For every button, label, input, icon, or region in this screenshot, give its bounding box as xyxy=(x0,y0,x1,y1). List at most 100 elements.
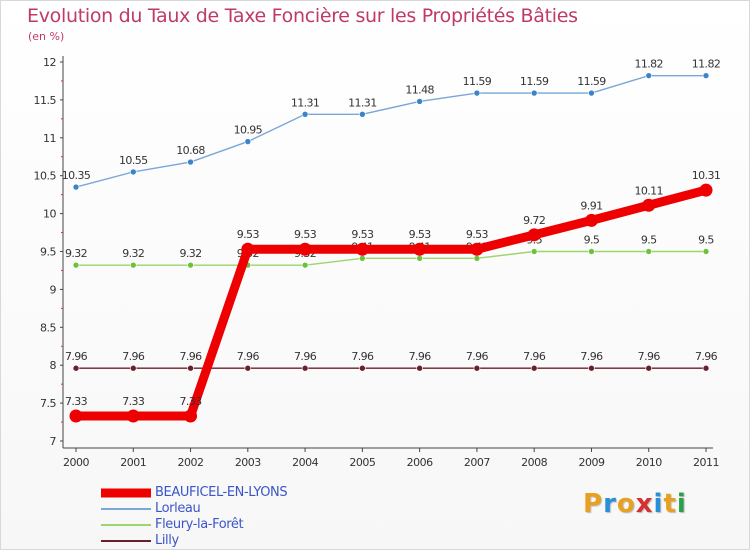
logo-letter: P xyxy=(583,489,604,519)
data-label-1-10: 11.82 xyxy=(634,58,663,71)
data-label-2-11: 9.5 xyxy=(698,234,714,247)
data-label-3-7: 7.96 xyxy=(466,350,489,363)
data-label-0-8: 9.72 xyxy=(523,214,545,227)
legend-swatch-1 xyxy=(101,508,151,510)
series-point-3-4 xyxy=(301,364,309,372)
legend-label-2: Fleury-la-Forêt xyxy=(155,517,244,532)
series-point-2-10 xyxy=(645,248,653,255)
logo-letter: r xyxy=(603,489,617,519)
data-label-1-11: 11.82 xyxy=(692,58,721,71)
series-point-0-4 xyxy=(298,242,312,256)
data-label-0-0: 7.33 xyxy=(65,395,88,408)
x-tick-label: 2000 xyxy=(63,456,89,469)
x-tick-label: 2003 xyxy=(235,456,261,469)
y-tick-label: 9.5 xyxy=(40,246,56,259)
series-point-0-5 xyxy=(355,242,369,256)
series-point-3-5 xyxy=(359,364,366,372)
series-point-0-10 xyxy=(642,198,656,212)
series-point-3-1 xyxy=(129,364,137,372)
data-label-3-9: 7.96 xyxy=(580,350,603,363)
y-tick-label: 11 xyxy=(43,132,56,145)
x-tick-label: 2010 xyxy=(636,456,662,469)
x-tick-label: 2001 xyxy=(120,456,146,469)
series-point-1-5 xyxy=(359,111,366,118)
series-point-3-6 xyxy=(416,364,423,372)
series-point-2-8 xyxy=(530,248,538,255)
series-point-1-7 xyxy=(473,89,481,97)
data-label-1-0: 10.35 xyxy=(62,169,91,182)
logo-letter: o xyxy=(616,489,636,519)
data-label-0-9: 9.91 xyxy=(580,199,602,212)
series-line-2 xyxy=(75,250,707,266)
data-label-1-6: 11.48 xyxy=(405,83,434,96)
data-label-3-10: 7.96 xyxy=(638,350,661,363)
data-label-1-7: 11.59 xyxy=(463,75,492,88)
series-point-2-0 xyxy=(72,261,80,269)
series-line-0 xyxy=(71,185,711,421)
chart-legend: BEAUFICEL-EN-LYONS Lorleau Fleury-la-Forêt… xyxy=(101,485,361,549)
legend-swatch-3 xyxy=(101,540,151,542)
data-label-0-11: 10.31 xyxy=(692,169,721,182)
data-label-3-5: 7.96 xyxy=(351,350,374,363)
data-label-0-10: 10.11 xyxy=(634,184,663,197)
y-tick-label: 7.5 xyxy=(40,397,56,410)
series-point-0-7 xyxy=(470,242,484,256)
series-point-2-11 xyxy=(702,248,710,255)
y-tick-label: 8.5 xyxy=(40,321,56,334)
logo-letter: i xyxy=(676,489,687,519)
series-point-2-1 xyxy=(129,261,137,269)
series-point-2-2 xyxy=(187,261,194,269)
y-tick-label: 11.5 xyxy=(34,94,57,107)
series-point-1-2 xyxy=(187,158,194,166)
proxiti-logo: Proxiti xyxy=(583,489,687,519)
series-point-3-2 xyxy=(187,364,194,372)
x-tick-label: 2005 xyxy=(349,456,375,469)
data-label-0-1: 7.33 xyxy=(122,395,145,408)
y-tick-label: 8 xyxy=(50,359,57,372)
y-tick-label: 10 xyxy=(43,208,56,221)
data-label-0-4: 9.53 xyxy=(294,228,317,241)
data-label-3-2: 7.96 xyxy=(179,350,202,363)
series-point-3-3 xyxy=(244,364,252,372)
data-label-3-11: 7.96 xyxy=(695,350,718,363)
series-point-0-11 xyxy=(699,183,713,197)
data-label-0-2: 7.33 xyxy=(179,395,202,408)
data-label-1-8: 11.59 xyxy=(520,75,549,88)
data-label-2-1: 9.32 xyxy=(122,247,144,260)
series-point-1-9 xyxy=(588,89,595,97)
series-point-2-6 xyxy=(416,255,423,262)
y-tick-label: 7 xyxy=(50,435,57,448)
data-label-2-10: 9.5 xyxy=(641,234,657,247)
data-label-1-2: 10.68 xyxy=(176,144,205,157)
series-line-1 xyxy=(75,74,707,188)
series-point-2-7 xyxy=(473,255,481,262)
series-point-3-11 xyxy=(702,364,710,372)
chart-title: Evolution du Taux de Taxe Foncière sur l… xyxy=(27,5,578,27)
series-point-3-8 xyxy=(530,364,538,372)
series-point-0-2 xyxy=(184,409,198,423)
series-point-1-11 xyxy=(702,72,710,79)
x-tick-label: 2004 xyxy=(292,456,318,469)
legend-swatch-0 xyxy=(101,488,151,498)
y-tick-label: 10.5 xyxy=(34,170,57,183)
series-point-3-7 xyxy=(473,364,481,372)
data-label-2-9: 9.5 xyxy=(584,234,600,247)
series-point-1-0 xyxy=(72,183,80,191)
legend-swatch-2 xyxy=(101,524,151,526)
data-label-0-5: 9.53 xyxy=(351,228,374,241)
series-point-0-0 xyxy=(69,409,83,423)
logo-letter: t xyxy=(663,489,677,519)
series-point-0-1 xyxy=(126,409,140,423)
series-point-2-9 xyxy=(588,248,595,255)
x-tick-label: 2008 xyxy=(521,456,547,469)
series-point-1-6 xyxy=(416,98,423,105)
x-tick-label: 2002 xyxy=(178,456,204,469)
data-label-0-6: 9.53 xyxy=(409,228,432,241)
legend-item-3: Lilly xyxy=(101,533,361,549)
series-point-2-4 xyxy=(301,261,309,269)
data-label-1-5: 11.31 xyxy=(348,96,377,109)
series-point-0-3 xyxy=(241,242,255,256)
series-point-3-0 xyxy=(72,364,80,372)
